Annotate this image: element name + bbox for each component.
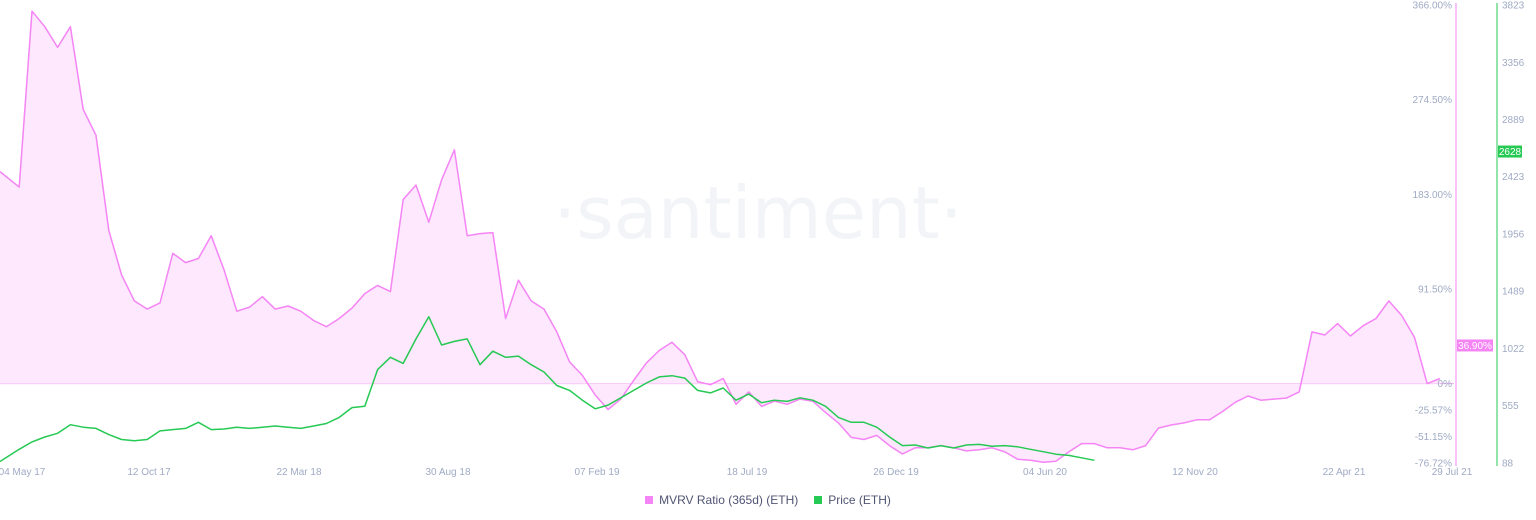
mvrv-axis-tick: -25.57% — [1415, 406, 1452, 417]
mvrv-axis-tick: -76.72% — [1415, 459, 1452, 470]
legend-label-mvrv: MVRV Ratio (365d) (ETH) — [659, 493, 799, 507]
price-line — [0, 316, 1095, 463]
price-axis-tick: 555 — [1502, 401, 1519, 412]
legend: MVRV Ratio (365d) (ETH) Price (ETH) — [0, 491, 1536, 509]
x-axis-tick: 12 Oct 17 — [127, 467, 171, 478]
price-axis-tick: 88 — [1502, 459, 1514, 470]
mvrv-axis-tick: 91.50% — [1418, 284, 1452, 295]
mvrv-axis-tick: 183.00% — [1413, 190, 1453, 201]
x-axis-tick: 26 Dec 19 — [873, 467, 919, 478]
x-axis-tick: 04 May 17 — [0, 467, 46, 478]
price-axis-tick: 3823 — [1502, 1, 1525, 12]
price-axis-tick: 2423 — [1502, 172, 1525, 183]
price-current-badge — [1498, 145, 1522, 158]
x-axis-tick: 22 Mar 18 — [276, 467, 321, 478]
mvrv-axis-tick: 0% — [1438, 379, 1453, 390]
mvrv-axis-tick: 274.50% — [1413, 95, 1453, 106]
price-axis-tick: 1489 — [1502, 287, 1525, 298]
x-axis-tick: 30 Aug 18 — [425, 467, 470, 478]
x-axis-tick: 18 Jul 19 — [727, 467, 768, 478]
legend-swatch-mvrv — [645, 496, 654, 504]
x-axis-tick: 04 Jun 20 — [1023, 467, 1067, 478]
price-current-value: 2628 — [1499, 147, 1522, 158]
legend-swatch-price — [814, 496, 823, 504]
x-axis-tick: 12 Nov 20 — [1172, 467, 1218, 478]
x-axis-tick: 07 Feb 19 — [574, 467, 619, 478]
mvrv-area — [0, 11, 1440, 463]
price-axis-tick: 1956 — [1502, 229, 1525, 240]
mvrv-axis-tick: -51.15% — [1415, 432, 1452, 443]
x-axis-tick: 29 Jul 21 — [1432, 467, 1473, 478]
axes: 366.00% 274.50% 183.00% 91.50% 0% -25.57% -51.… — [0, 1, 1525, 479]
price-axis-tick: 3356 — [1502, 58, 1525, 69]
mvrv-current-badge — [1457, 339, 1493, 352]
plot-area — [0, 10, 1454, 464]
legend-item-price[interactable]: Price (ETH) — [814, 493, 891, 507]
mvrv-line — [0, 10, 1441, 464]
x-axis-tick: 22 Apr 21 — [1323, 467, 1366, 478]
mvrv-axis-tick: 366.00% — [1413, 1, 1453, 12]
legend-item-mvrv[interactable]: MVRV Ratio (365d) (ETH) — [645, 493, 798, 507]
price-axis-tick: 1022 — [1502, 344, 1525, 355]
mvrv-current-value: 36.90% — [1458, 341, 1492, 352]
chart-canvas: ·santiment· 366.00% 274.50% 183.00% 91.50% 0… — [0, 1, 1525, 479]
watermark: ·santiment· — [553, 171, 963, 255]
price-axis-tick: 2889 — [1502, 115, 1525, 126]
legend-label-price: Price (ETH) — [828, 493, 891, 507]
